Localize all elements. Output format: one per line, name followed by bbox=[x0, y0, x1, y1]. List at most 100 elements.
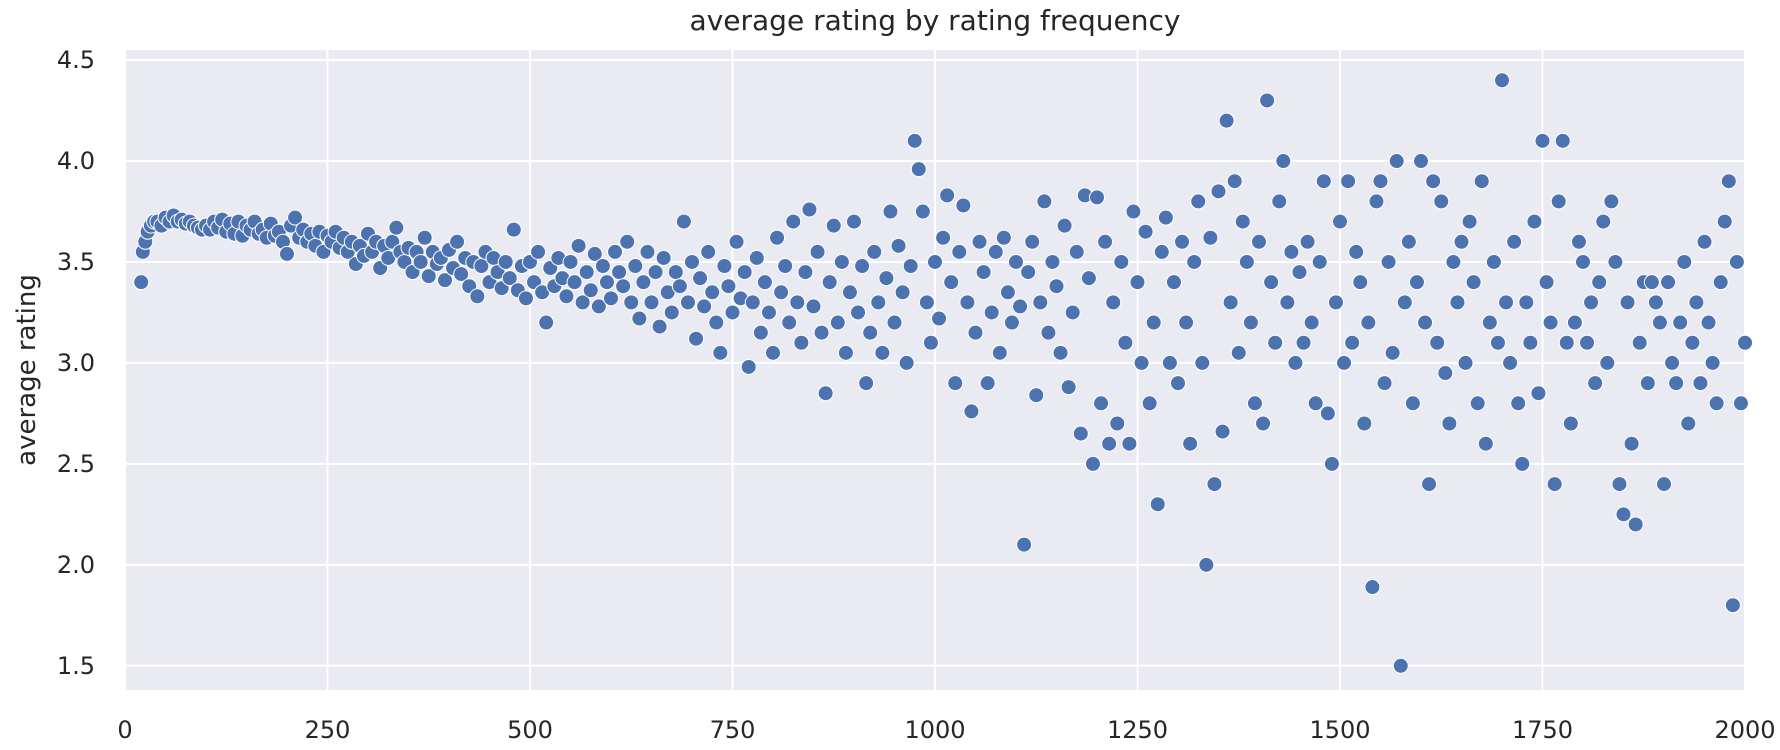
data-point bbox=[939, 187, 956, 204]
data-point bbox=[1263, 274, 1280, 291]
y-tick-label: 1.5 bbox=[57, 652, 95, 680]
data-point bbox=[603, 290, 619, 307]
data-point bbox=[736, 264, 753, 281]
data-point bbox=[987, 243, 1004, 260]
data-point bbox=[1327, 294, 1344, 311]
data-point bbox=[623, 294, 640, 311]
data-point bbox=[1457, 354, 1474, 371]
data-point bbox=[1299, 233, 1316, 250]
data-point bbox=[1267, 334, 1284, 351]
data-point bbox=[1056, 217, 1073, 234]
data-point bbox=[420, 268, 437, 285]
data-point bbox=[1084, 455, 1101, 472]
y-tick-label: 2.0 bbox=[57, 551, 95, 579]
data-point bbox=[388, 219, 405, 236]
data-point bbox=[667, 264, 684, 281]
data-point bbox=[825, 217, 842, 234]
data-point bbox=[1611, 476, 1628, 493]
data-point bbox=[1283, 243, 1300, 260]
data-point bbox=[1485, 253, 1502, 270]
data-point bbox=[1206, 476, 1223, 493]
data-point bbox=[1400, 233, 1417, 250]
data-point bbox=[1672, 314, 1689, 331]
data-point bbox=[955, 197, 972, 214]
data-point bbox=[497, 253, 514, 270]
data-point bbox=[781, 314, 798, 331]
data-point bbox=[663, 304, 680, 321]
data-point bbox=[1481, 314, 1498, 331]
data-point bbox=[679, 294, 696, 311]
data-point bbox=[931, 310, 948, 327]
data-point bbox=[570, 237, 587, 254]
data-point bbox=[1129, 274, 1146, 291]
data-point bbox=[935, 229, 952, 246]
data-point bbox=[1506, 233, 1523, 250]
data-point bbox=[894, 284, 911, 301]
data-point bbox=[1117, 334, 1134, 351]
data-point bbox=[1137, 223, 1154, 240]
data-point bbox=[1048, 278, 1065, 295]
data-point bbox=[598, 274, 615, 291]
data-point bbox=[1315, 173, 1332, 190]
data-point bbox=[1040, 324, 1057, 341]
data-point bbox=[769, 229, 786, 246]
data-point bbox=[615, 278, 632, 295]
data-point bbox=[1238, 253, 1255, 270]
data-point bbox=[416, 229, 433, 246]
data-point bbox=[914, 203, 931, 220]
data-point bbox=[1174, 233, 1191, 250]
data-point bbox=[1145, 314, 1162, 331]
data-point bbox=[692, 270, 709, 287]
data-point bbox=[858, 375, 875, 392]
x-tick-label: 250 bbox=[305, 716, 351, 744]
data-point bbox=[1141, 395, 1158, 412]
data-point bbox=[1449, 294, 1466, 311]
data-point bbox=[817, 385, 834, 402]
data-point bbox=[517, 290, 534, 307]
data-point bbox=[1202, 229, 1219, 246]
data-point bbox=[1623, 435, 1640, 452]
data-point bbox=[1538, 274, 1555, 291]
data-point bbox=[1396, 294, 1413, 311]
x-tick-label: 2000 bbox=[1714, 716, 1775, 744]
data-point bbox=[1728, 253, 1745, 270]
data-point bbox=[501, 270, 518, 287]
data-point bbox=[1647, 294, 1664, 311]
data-point bbox=[1413, 153, 1429, 170]
data-point bbox=[582, 282, 599, 299]
data-point bbox=[1275, 153, 1292, 170]
data-point bbox=[619, 233, 636, 250]
data-point bbox=[1575, 253, 1591, 270]
data-point bbox=[1222, 294, 1239, 311]
data-point bbox=[1133, 354, 1150, 371]
data-point bbox=[574, 294, 591, 311]
data-point bbox=[724, 304, 741, 321]
data-point bbox=[906, 132, 923, 149]
data-point bbox=[1060, 379, 1077, 396]
data-point bbox=[1558, 334, 1575, 351]
data-point bbox=[1182, 435, 1199, 452]
data-point bbox=[1307, 395, 1324, 412]
data-point bbox=[1186, 253, 1203, 270]
data-point bbox=[647, 264, 664, 281]
data-point bbox=[1336, 354, 1353, 371]
data-point bbox=[412, 253, 429, 270]
data-point bbox=[675, 213, 692, 230]
data-point bbox=[878, 270, 895, 287]
data-point bbox=[1323, 455, 1340, 472]
data-point bbox=[1510, 395, 1527, 412]
data-point bbox=[983, 304, 1000, 321]
data-point bbox=[635, 274, 652, 291]
data-point bbox=[1498, 294, 1515, 311]
data-point bbox=[1093, 395, 1110, 412]
data-point bbox=[1676, 253, 1693, 270]
data-point bbox=[1668, 375, 1685, 392]
data-point bbox=[530, 243, 547, 260]
data-point bbox=[1566, 314, 1583, 331]
data-point bbox=[1696, 233, 1713, 250]
data-point bbox=[1433, 193, 1450, 210]
data-point bbox=[1494, 72, 1510, 89]
data-point bbox=[967, 324, 984, 341]
data-point bbox=[1032, 294, 1049, 311]
